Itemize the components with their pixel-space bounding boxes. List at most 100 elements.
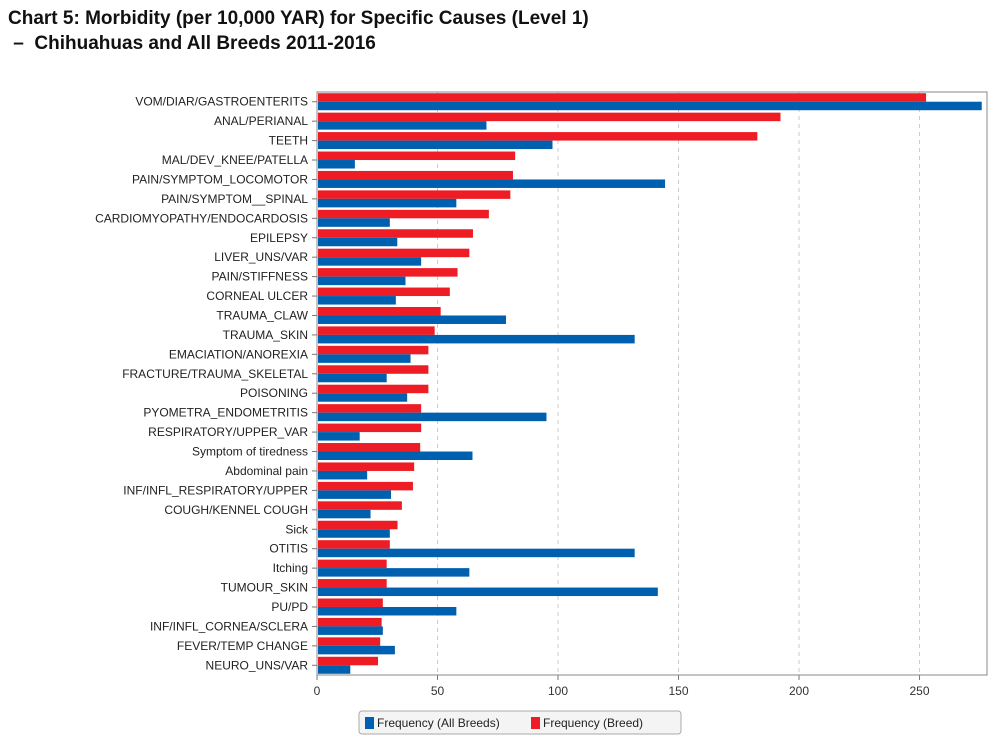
- bar-breed: [318, 423, 422, 433]
- bar-all-breeds: [318, 529, 390, 538]
- chart-title: Chart 5: Morbidity (per 10,000 YAR) for …: [8, 6, 589, 56]
- x-tick-label: 200: [789, 684, 809, 698]
- x-tick-label: 250: [910, 684, 930, 698]
- bar-breed: [318, 501, 402, 510]
- bar-all-breeds: [318, 101, 982, 111]
- legend-swatch-all-breeds: [365, 717, 374, 729]
- bar-all-breeds: [318, 587, 658, 597]
- bar-all-breeds: [318, 412, 547, 422]
- category-label: Itching: [273, 561, 308, 575]
- category-label: POISONING: [240, 386, 308, 400]
- bar-breed: [318, 598, 383, 607]
- category-label: CARDIOMYOPATHY/ENDOCARDOSIS: [95, 211, 308, 225]
- bar-breed: [318, 481, 413, 491]
- bar-all-breeds: [318, 276, 406, 286]
- x-tick-label: 150: [668, 684, 688, 698]
- category-label: INF/INFL_RESPIRATORY/UPPER: [123, 483, 308, 497]
- category-label: CORNEAL ULCER: [206, 289, 308, 303]
- bar-breed: [318, 579, 387, 588]
- category-label: EPILEPSY: [250, 231, 308, 245]
- chart-title-line1: Chart 5: Morbidity (per 10,000 YAR) for …: [8, 8, 589, 29]
- category-label: TEETH: [269, 134, 308, 148]
- bar-all-breeds: [318, 315, 506, 324]
- bar-breed: [318, 462, 415, 471]
- bar-breed: [318, 637, 381, 646]
- category-label: LIVER_UNS/VAR: [214, 250, 308, 264]
- category-label: PYOMETRA_ENDOMETRITIS: [143, 406, 308, 420]
- category-label: EMACIATION/ANOREXIA: [169, 347, 308, 361]
- bar-breed: [318, 345, 429, 355]
- category-label: TRAUMA_SKIN: [223, 328, 308, 342]
- bar-breed: [318, 384, 429, 394]
- bar-breed: [318, 306, 441, 316]
- legend-label-all-breeds: Frequency (All Breeds): [377, 716, 500, 730]
- bar-all-breeds: [318, 665, 351, 674]
- bar-breed: [318, 151, 516, 161]
- x-tick-label: 100: [548, 684, 568, 698]
- category-label: TRAUMA_CLAW: [216, 308, 308, 322]
- bar-breed: [318, 170, 513, 180]
- category-label: PAIN/SYMPTOM_LOCOMOTOR: [132, 172, 308, 186]
- x-tick-label: 50: [431, 684, 445, 698]
- category-label: FEVER/TEMP CHANGE: [177, 639, 308, 653]
- bar-all-breeds: [318, 121, 487, 130]
- category-label: PAIN/STIFFNESS: [212, 270, 308, 284]
- bar-breed: [318, 540, 390, 549]
- category-label: PU/PD: [271, 600, 308, 614]
- bar-all-breeds: [318, 626, 383, 635]
- bar-all-breeds: [318, 393, 408, 402]
- bar-breed: [318, 559, 387, 569]
- bar-breed: [318, 112, 781, 122]
- bar-all-breeds: [318, 296, 396, 305]
- bar-breed: [318, 190, 511, 199]
- bar-breed: [318, 229, 473, 238]
- bar-breed: [318, 268, 458, 277]
- chart-title-line2: – Chihuahuas and All Breeds 2011-2016: [8, 33, 376, 54]
- bar-all-breeds: [318, 606, 457, 616]
- legend-swatch-breed: [531, 717, 540, 729]
- bar-breed: [318, 365, 429, 374]
- bar-all-breeds: [318, 257, 422, 266]
- bar-breed: [318, 617, 382, 627]
- category-label: COUGH/KENNEL COUGH: [164, 503, 308, 517]
- bar-breed: [318, 404, 422, 413]
- category-label: TUMOUR_SKIN: [221, 581, 308, 595]
- category-label: ANAL/PERIANAL: [214, 114, 308, 128]
- bar-all-breeds: [318, 432, 360, 441]
- bar-all-breeds: [318, 179, 666, 188]
- category-label: OTITIS: [269, 542, 308, 556]
- category-label: MAL/DEV_KNEE/PATELLA: [162, 153, 308, 167]
- category-label: Abdominal pain: [225, 464, 308, 478]
- bar-all-breeds: [318, 198, 457, 208]
- bar-breed: [318, 93, 927, 102]
- category-label: PAIN/SYMPTOM__SPINAL: [161, 192, 308, 206]
- category-label: Symptom of tiredness: [192, 445, 308, 459]
- bar-breed: [318, 656, 379, 666]
- bar-breed: [318, 443, 421, 452]
- bar-all-breeds: [318, 645, 395, 655]
- bar-breed: [318, 248, 470, 258]
- plot-frame: [316, 91, 988, 676]
- category-label: INF/INFL_CORNEA/SCLERA: [150, 619, 308, 633]
- bar-all-breeds: [318, 140, 553, 150]
- bar-breed: [318, 520, 398, 530]
- bar-all-breeds: [318, 373, 387, 383]
- legend: [358, 710, 682, 735]
- bar-all-breeds: [318, 218, 390, 227]
- bar-all-breeds: [318, 334, 635, 344]
- category-label: RESPIRATORY/UPPER_VAR: [148, 425, 308, 439]
- bar-breed: [318, 287, 450, 297]
- category-label: NEURO_UNS/VAR: [206, 658, 309, 672]
- bar-all-breeds: [318, 470, 368, 480]
- bar-all-breeds: [318, 160, 355, 169]
- category-label: VOM/DIAR/GASTROENTERITS: [135, 95, 308, 109]
- bar-all-breeds: [318, 568, 470, 577]
- category-label: Sick: [285, 522, 309, 536]
- bar-all-breeds: [318, 354, 411, 363]
- bar-all-breeds: [318, 490, 392, 499]
- category-label: FRACTURE/TRAUMA_SKELETAL: [122, 367, 308, 381]
- bar-breed: [318, 209, 489, 219]
- bar-all-breeds: [318, 451, 473, 461]
- x-tick-label: 0: [314, 684, 321, 698]
